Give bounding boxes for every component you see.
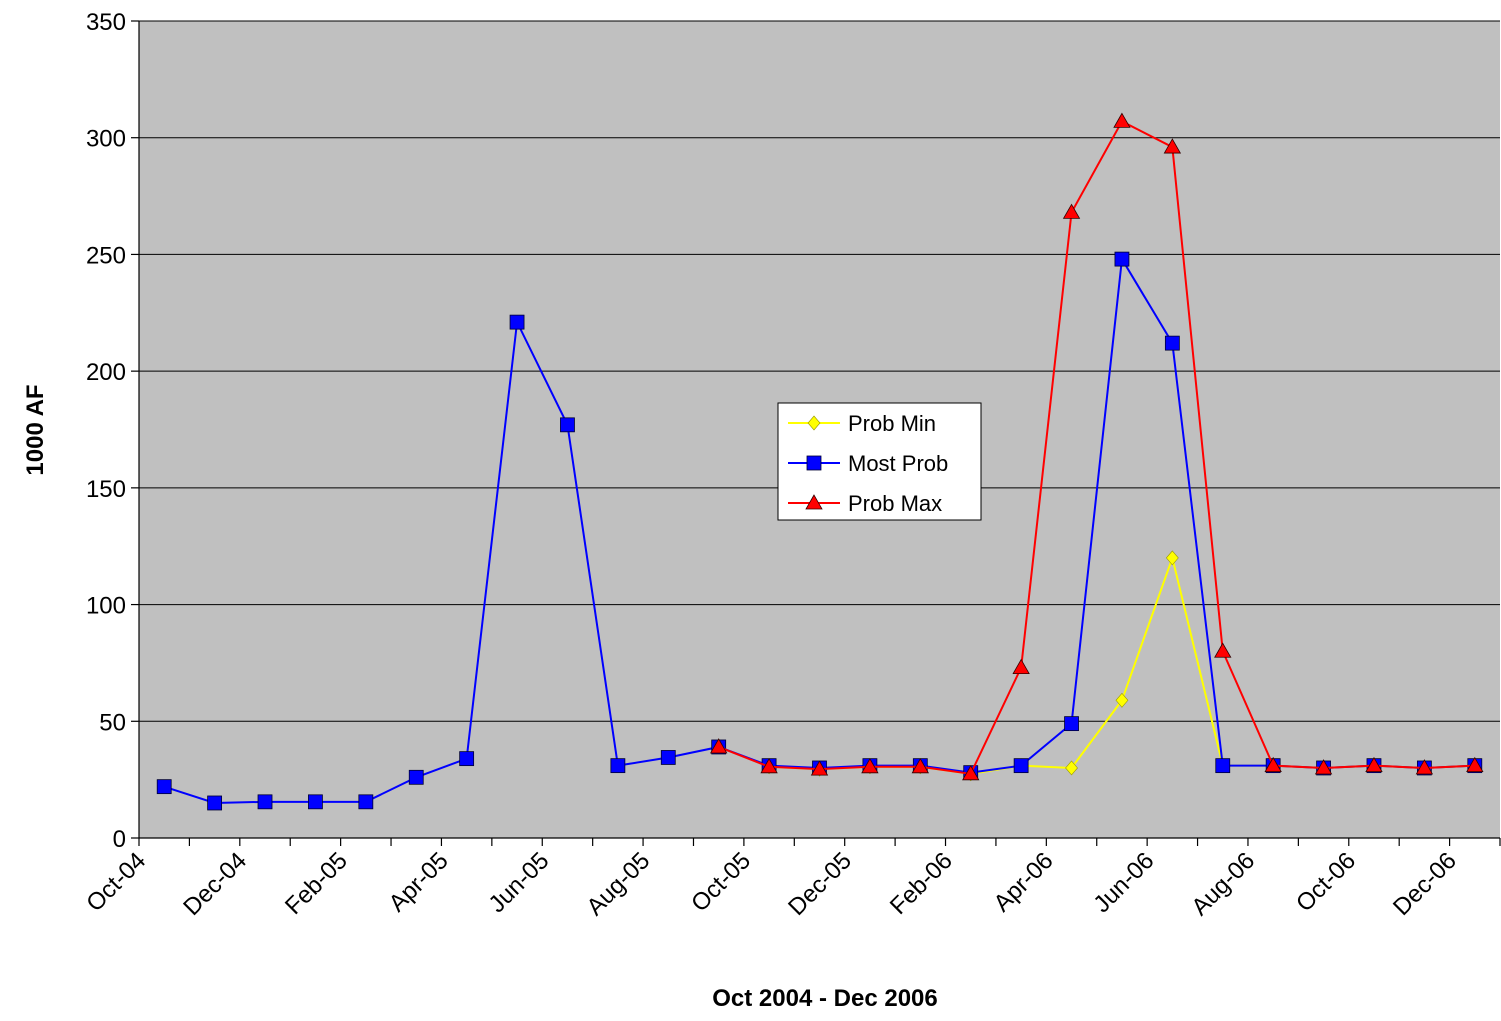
x-tick-label: Aug-05 <box>582 847 656 921</box>
y-tick-label: 250 <box>86 242 126 269</box>
data-point <box>1114 251 1130 267</box>
data-point <box>1064 716 1079 732</box>
x-tick-label: Feb-05 <box>280 847 353 920</box>
data-point <box>660 750 676 765</box>
legend-label: Most Prob <box>848 451 948 476</box>
data-point <box>1466 756 1484 773</box>
legend-item: Prob Min <box>788 411 936 436</box>
data-point <box>1164 335 1180 351</box>
data-point <box>806 455 822 471</box>
data-point <box>760 757 778 774</box>
series-line <box>718 120 1475 775</box>
data-point <box>408 769 424 785</box>
data-point <box>257 794 273 810</box>
data-point <box>709 738 728 754</box>
data-point <box>1062 203 1081 219</box>
legend-label: Prob Min <box>848 411 936 436</box>
x-tick-label: Apr-06 <box>989 847 1059 917</box>
axes <box>138 21 1500 839</box>
legend-item: Most Prob <box>788 451 948 476</box>
x-tick-label: Apr-05 <box>384 847 454 917</box>
y-tick-label: 50 <box>99 709 126 736</box>
x-tick-label: Oct-04 <box>81 847 151 917</box>
y-ticks: 0 50 100 150 200 250 300 350 <box>86 9 139 853</box>
data-point <box>509 314 525 330</box>
y-tick-label: 100 <box>86 593 126 620</box>
data-point <box>807 415 821 431</box>
data-point <box>1115 692 1129 708</box>
y-axis-title: 1000 AF <box>22 384 49 475</box>
x-tick-label: Dec-06 <box>1388 847 1462 921</box>
data-point <box>861 757 879 774</box>
data-point <box>459 751 475 767</box>
data-point <box>962 765 980 781</box>
series-prob-max <box>709 112 1484 781</box>
y-tick-label: 150 <box>86 476 126 503</box>
y-tick-label: 300 <box>86 126 126 153</box>
data-point <box>156 779 172 795</box>
x-tick-label: Oct-05 <box>686 847 756 917</box>
x-tick-label: Feb-06 <box>885 847 958 920</box>
legend: Prob Min Most Prob Prob Max <box>777 402 982 521</box>
data-point <box>1113 112 1131 128</box>
x-tick-label: Dec-04 <box>178 847 252 921</box>
x-axis-title: Oct 2004 - Dec 2006 <box>712 985 937 1012</box>
data-point <box>308 794 323 810</box>
data-point <box>1214 642 1232 658</box>
series <box>156 112 1484 811</box>
x-tick-label: Aug-06 <box>1186 847 1260 921</box>
x-ticks: Oct-04 Dec-04 Feb-05 Apr-05 Jun-05 Aug-05 Oct-… <box>81 838 1501 921</box>
data-point <box>1365 756 1383 773</box>
data-point <box>1065 760 1078 776</box>
data-point <box>358 794 374 810</box>
data-point <box>1012 658 1030 674</box>
x-tick-label: Jun-06 <box>1088 847 1159 918</box>
x-tick-label: Oct-06 <box>1291 847 1361 917</box>
data-point <box>1013 758 1029 774</box>
data-point <box>610 758 626 774</box>
data-point <box>1165 550 1179 566</box>
data-point <box>1314 759 1333 775</box>
y-tick-label: 200 <box>86 359 126 386</box>
data-point <box>560 417 575 433</box>
data-point <box>805 494 823 510</box>
x-tick-label: Dec-05 <box>783 847 857 921</box>
legend-label: Prob Max <box>848 491 942 516</box>
data-point <box>1163 138 1182 154</box>
data-point <box>1264 756 1282 773</box>
x-tick-label: Jun-05 <box>484 847 555 918</box>
y-tick-label: 350 <box>86 9 126 36</box>
data-point <box>207 795 223 811</box>
legend-item: Prob Max <box>788 491 942 516</box>
data-point <box>1415 759 1434 775</box>
data-point <box>810 760 829 776</box>
data-point <box>1215 758 1231 774</box>
data-point <box>911 757 930 774</box>
y-tick-label: 0 <box>113 826 126 853</box>
